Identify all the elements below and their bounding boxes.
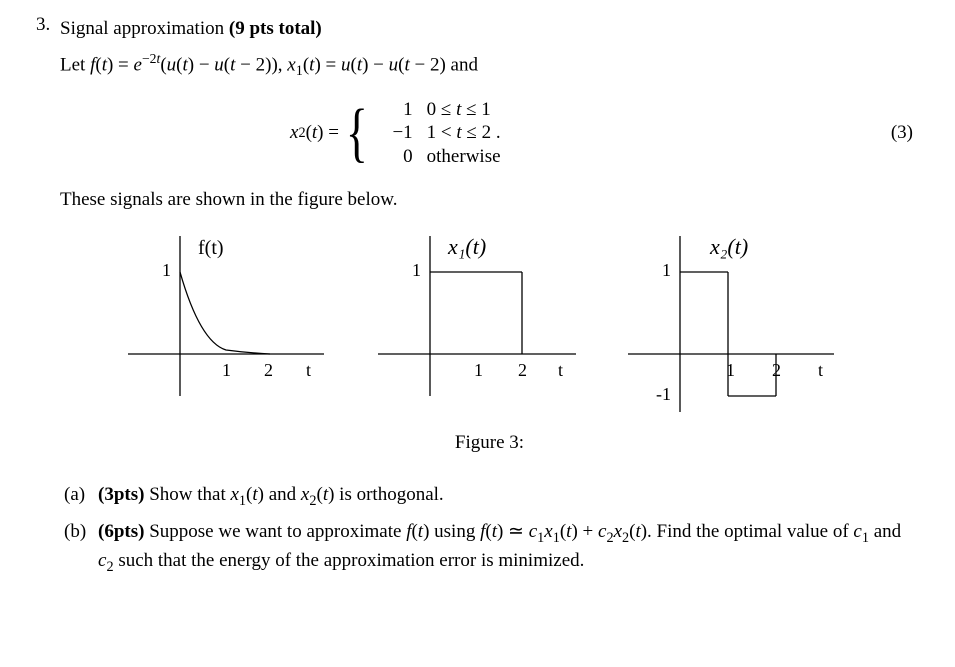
svg-text:2: 2 <box>264 360 273 380</box>
piecewise-equation: x2(t) = { 10 ≤ t ≤ 1 −11 < t ≤ 2 . 0othe… <box>60 98 919 169</box>
piecewise-body: { 10 ≤ t ≤ 1 −11 < t ≤ 2 . 0otherwise <box>339 98 511 169</box>
t: −2 <box>142 51 157 66</box>
problem-page: 3. Signal approximation (9 pts total) Le… <box>0 0 955 605</box>
pw-row: 10 ≤ t ≤ 1 <box>379 98 511 122</box>
problem-header: 3. Signal approximation (9 pts total) Le… <box>36 14 919 585</box>
title-points: (9 pts total) <box>229 18 322 39</box>
t: − 2)), <box>235 54 287 75</box>
equation-number: (3) <box>873 122 919 144</box>
part-text: (3pts) Show that x1(t) and x2(t) is orth… <box>98 482 919 511</box>
t: ) is orthogonal. <box>328 484 444 505</box>
t: (3pts) <box>98 484 144 505</box>
svg-text:1: 1 <box>412 260 421 280</box>
parts-list: (a) (3pts) Show that x1(t) and x2(t) is … <box>60 482 919 577</box>
t: u <box>167 54 177 75</box>
svg-text:1: 1 <box>474 360 483 380</box>
t: ) − <box>188 54 215 75</box>
t: u <box>389 54 399 75</box>
svg-text:t: t <box>306 360 311 380</box>
svg-text:-1: -1 <box>656 384 671 404</box>
t: (6pts) <box>98 521 144 542</box>
t: c <box>529 521 537 542</box>
let-line: Let f(t) = e−2t(u(t) − u(t − 2)), x1(t) … <box>60 49 919 82</box>
svg-text:2: 2 <box>518 360 527 380</box>
shown-line: These signals are shown in the figure be… <box>60 187 919 214</box>
part-text: (6pts) Suppose we want to approximate f(… <box>98 519 919 577</box>
t: otherwise <box>427 146 501 167</box>
part-label: (b) <box>64 519 98 577</box>
t: ) − <box>362 54 389 75</box>
t: otherwise <box>423 145 511 169</box>
title-line: Signal approximation (9 pts total) <box>60 16 919 43</box>
t: 2 <box>606 529 613 545</box>
part-b: (b) (6pts) Suppose we want to approximat… <box>64 519 919 577</box>
t: c <box>853 521 861 542</box>
t: Let <box>60 54 90 75</box>
t: −1 <box>379 121 423 145</box>
eq-center: x2(t) = { 10 ≤ t ≤ 1 −11 < t ≤ 2 . 0othe… <box>290 98 511 169</box>
pw-row: −11 < t ≤ 2 . <box>379 121 511 145</box>
t: ) and <box>258 484 301 505</box>
t: x <box>544 521 552 542</box>
piecewise-table: 10 ≤ t ≤ 1 −11 < t ≤ 2 . 0otherwise <box>379 98 511 169</box>
t: and <box>869 521 901 542</box>
t: such that the energy of the approximatio… <box>114 550 585 571</box>
figure-wrap: f(t)112tx₁(t)112tx₂(t)1-112t <box>60 224 919 414</box>
t: 1 < <box>427 122 457 143</box>
t: 1 <box>296 63 303 79</box>
part-a: (a) (3pts) Show that x1(t) and x2(t) is … <box>64 482 919 511</box>
t: ≤ 1 <box>461 99 490 120</box>
t: 0 ≤ t ≤ 1 <box>423 98 511 122</box>
t: 1 <box>862 529 869 545</box>
t: 0 ≤ <box>427 99 456 120</box>
t: u <box>341 54 351 75</box>
t: Suppose we want to approximate <box>144 521 406 542</box>
t: 2 <box>298 125 305 142</box>
t: ) ≃ <box>497 521 529 542</box>
t: x <box>290 122 298 144</box>
t: e <box>134 54 142 75</box>
svg-text:t: t <box>818 360 823 380</box>
problem-number: 3. <box>36 14 60 36</box>
t: ≤ 2 . <box>462 122 501 143</box>
t: − 2) and <box>410 54 478 75</box>
brace-icon: { <box>346 100 368 166</box>
t: 0 <box>379 145 423 169</box>
t: 1 < t ≤ 2 . <box>423 121 511 145</box>
svg-text:x₁(t): x₁(t) <box>447 234 486 259</box>
t: x <box>614 521 622 542</box>
t: 1 <box>553 529 560 545</box>
svg-text:1: 1 <box>662 260 671 280</box>
t: x <box>287 54 295 75</box>
svg-text:f(t): f(t) <box>198 237 224 259</box>
svg-text:x₂(t): x₂(t) <box>709 234 748 259</box>
t: ) = <box>314 54 341 75</box>
svg-text:t: t <box>558 360 563 380</box>
t: ) = <box>317 122 339 144</box>
t: x <box>230 484 238 505</box>
t: Show that <box>144 484 230 505</box>
part-label: (a) <box>64 482 98 511</box>
t: 1 <box>239 492 246 508</box>
t: ) = <box>107 54 134 75</box>
figure-caption: Figure 3: <box>60 432 919 454</box>
figure-svg: f(t)112tx₁(t)112tx₂(t)1-112t <box>110 224 870 414</box>
t: ) using <box>423 521 480 542</box>
t: 1 <box>379 98 423 122</box>
pw-row: 0otherwise <box>379 145 511 169</box>
problem-body: Signal approximation (9 pts total) Let f… <box>60 14 919 585</box>
t: u <box>214 54 224 75</box>
svg-text:1: 1 <box>222 360 231 380</box>
t: 2 <box>106 558 113 574</box>
title-text: Signal approximation <box>60 18 229 39</box>
t: ) + <box>571 521 598 542</box>
t: ). Find the optimal value of <box>641 521 854 542</box>
svg-text:1: 1 <box>162 260 171 280</box>
